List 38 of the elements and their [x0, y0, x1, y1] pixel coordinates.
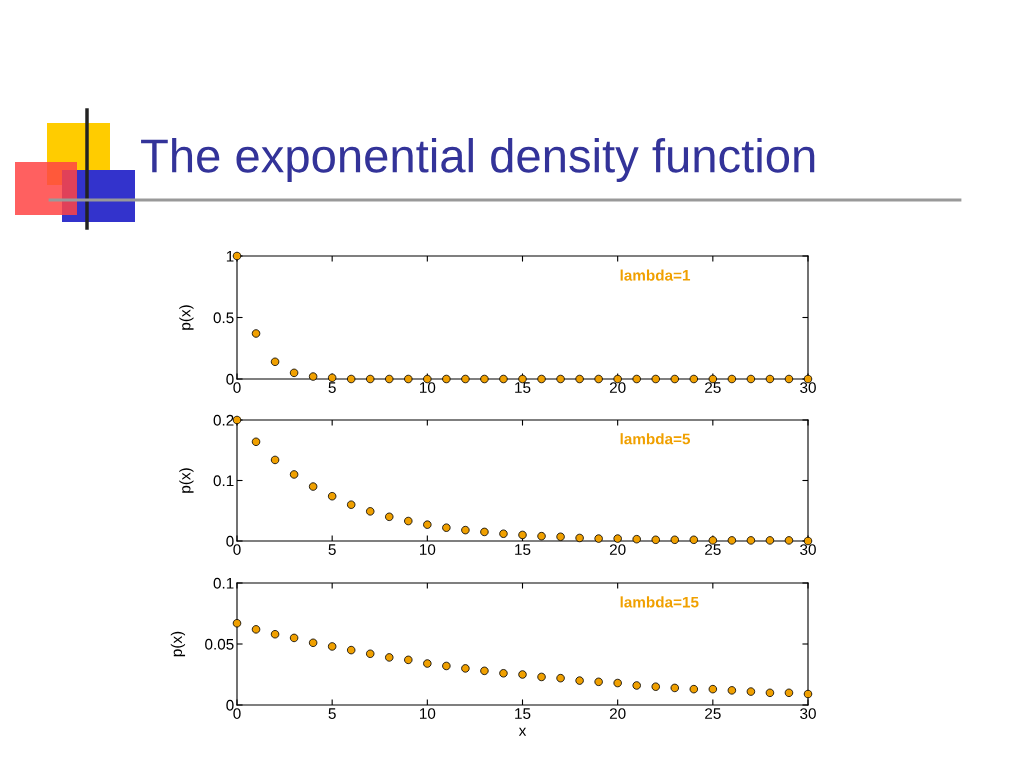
x-tick-label: 0	[233, 544, 241, 555]
y-tick-label: 0.05	[205, 638, 234, 650]
x-tick-label: 15	[515, 382, 531, 393]
x-tick-label: 15	[515, 544, 531, 555]
annotation: lambda=5	[620, 433, 691, 445]
x-tick-label: 25	[705, 382, 721, 393]
y-tick-label: 0.5	[213, 312, 234, 324]
y-tick-label: 0.1	[213, 475, 234, 487]
y-axis-title: p(x)	[170, 631, 186, 657]
x-tick-label: 30	[800, 382, 816, 393]
x-tick-label: 10	[420, 544, 436, 555]
x-tick-label: 5	[328, 382, 336, 393]
annotation: lambda=1	[620, 269, 691, 281]
x-tick-label: 25	[705, 544, 721, 555]
x-tick-label: 5	[328, 708, 336, 719]
chart-title: The exponential density function	[141, 137, 815, 183]
y-tick-label: 0	[226, 699, 234, 711]
y-tick-label: 0	[226, 535, 234, 547]
y-axis-title: p(x)	[179, 305, 194, 330]
x-tick-label: 20	[609, 382, 626, 393]
x-tick-label: 25	[705, 708, 721, 719]
y-axis-title: p(x)	[179, 468, 194, 493]
x-tick-label: 15	[515, 708, 531, 719]
x-tick-label: 10	[420, 708, 436, 719]
x-tick-label: 30	[800, 708, 816, 719]
y-tick-label: 0.2	[213, 414, 234, 426]
y-tick-label: 0	[226, 373, 234, 385]
x-tick-label: 0	[233, 708, 241, 719]
x-tick-label: 20	[609, 544, 626, 555]
y-tick-label: 1	[226, 251, 234, 262]
y-tick-label: 0.1	[213, 577, 234, 589]
x-tick-label: 20	[609, 708, 626, 719]
annotation: lambda=15	[620, 596, 699, 608]
x-tick-label: 0	[233, 382, 241, 393]
x-axis-title: x	[518, 727, 527, 736]
x-tick-label: 10	[420, 382, 436, 393]
x-tick-label: 5	[328, 544, 336, 555]
x-tick-label: 30	[800, 544, 816, 555]
